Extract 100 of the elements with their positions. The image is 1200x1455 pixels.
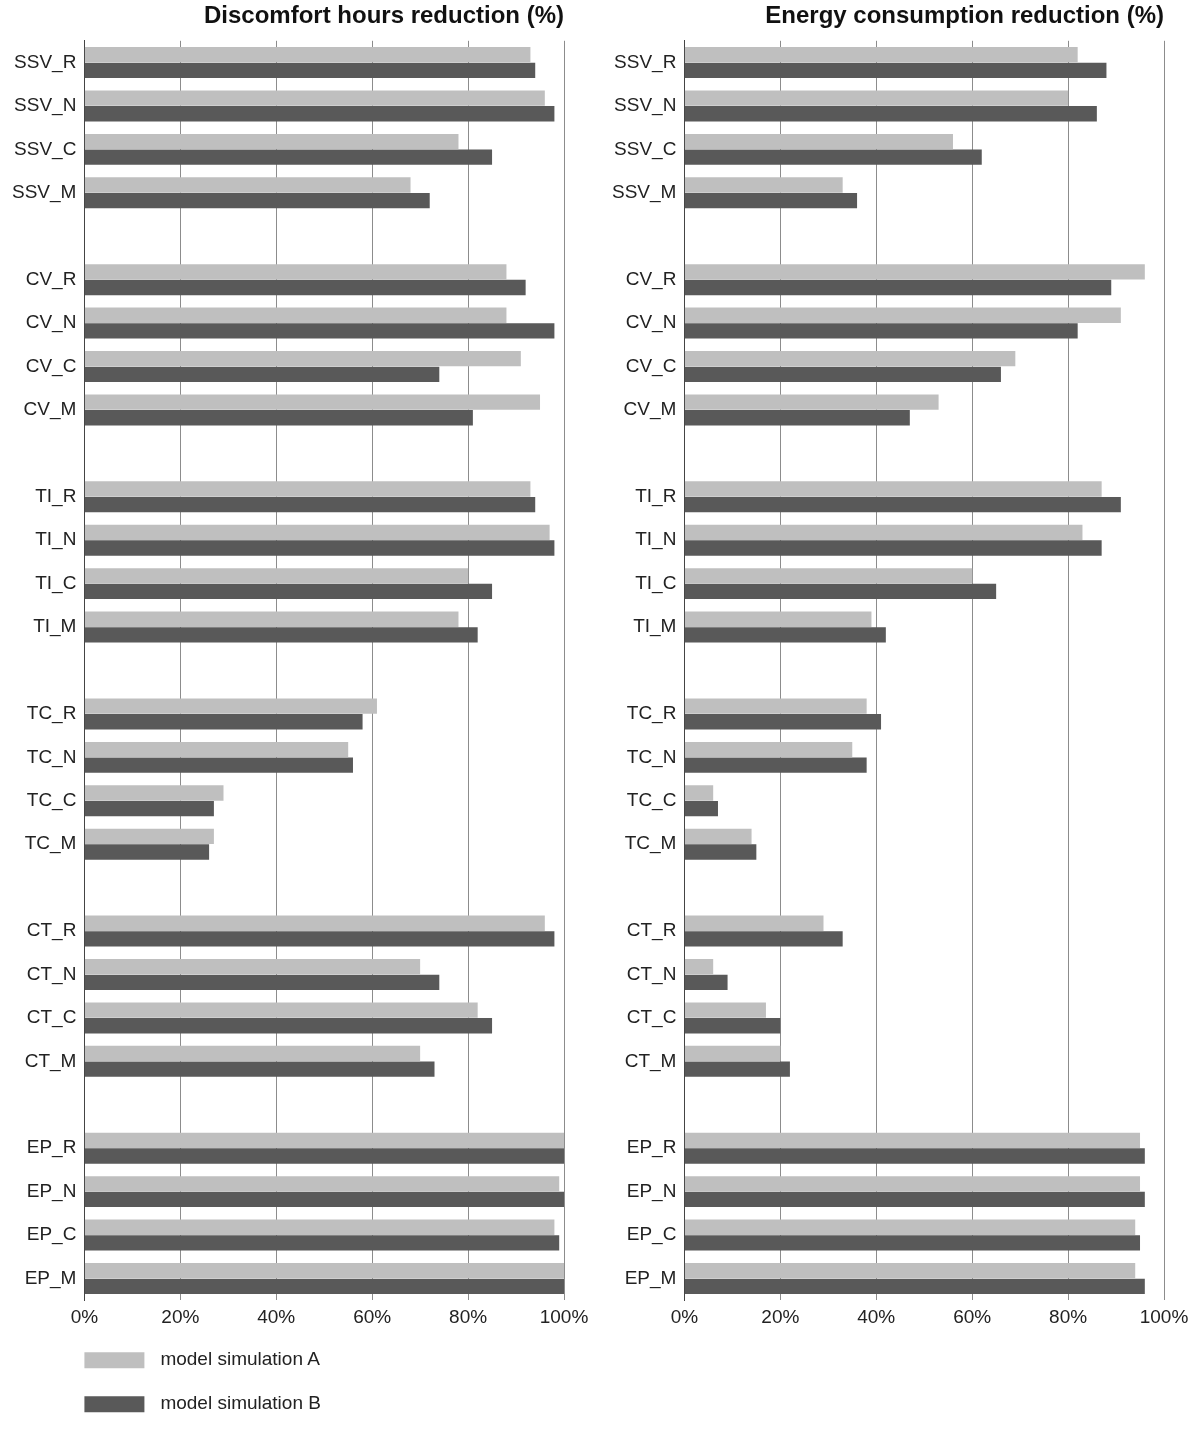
x-tick-label: 0% bbox=[70, 1305, 99, 1327]
bar bbox=[84, 1132, 564, 1149]
x-tick-label: 20% bbox=[761, 1305, 800, 1327]
y-tick-label: EP_R bbox=[26, 1136, 77, 1159]
y-tick-label: CV_M bbox=[623, 398, 677, 421]
x-tick-label: 40% bbox=[857, 1305, 896, 1327]
y-tick-label: TI_N bbox=[635, 528, 677, 551]
bar bbox=[684, 1176, 1141, 1192]
bar bbox=[84, 540, 555, 556]
bar bbox=[684, 1132, 1141, 1149]
bar bbox=[84, 1148, 564, 1164]
bar bbox=[684, 307, 1121, 323]
y-tick-label: TC_C bbox=[26, 789, 77, 812]
bar bbox=[84, 177, 411, 193]
bar bbox=[84, 524, 550, 541]
y-tick-label: EP_N bbox=[626, 1179, 677, 1202]
bar bbox=[684, 351, 1016, 367]
y-tick-label: CT_C bbox=[626, 1006, 677, 1029]
bar bbox=[84, 568, 469, 584]
bar bbox=[84, 1191, 564, 1208]
bar bbox=[684, 757, 867, 773]
x-tick-label: 80% bbox=[1049, 1305, 1088, 1327]
bar bbox=[684, 1148, 1145, 1164]
y-tick-label: SSV_N bbox=[614, 94, 677, 117]
bar bbox=[84, 844, 210, 860]
bar bbox=[684, 1045, 781, 1062]
bar bbox=[84, 192, 430, 209]
bar bbox=[84, 1018, 493, 1034]
y-tick-label: EP_N bbox=[26, 1179, 77, 1202]
bar bbox=[684, 133, 953, 150]
bar bbox=[84, 931, 555, 947]
y-tick-label: SSV_M bbox=[611, 181, 677, 204]
y-tick-label: CV_M bbox=[23, 398, 77, 421]
y-tick-label: CT_N bbox=[626, 962, 677, 985]
bar bbox=[84, 1045, 421, 1062]
bar bbox=[84, 1061, 435, 1077]
bar bbox=[84, 133, 459, 150]
bar bbox=[84, 698, 377, 714]
y-tick-label: CT_C bbox=[26, 1006, 77, 1029]
bar bbox=[684, 1235, 1141, 1251]
bar bbox=[684, 1018, 781, 1034]
bar bbox=[684, 192, 858, 209]
y-tick-label: EP_C bbox=[26, 1223, 77, 1246]
bar bbox=[684, 323, 1078, 339]
bar bbox=[684, 410, 910, 426]
bar bbox=[684, 583, 997, 600]
y-tick-label: CT_R bbox=[626, 919, 677, 942]
y-tick-label: SSV_N bbox=[14, 94, 77, 117]
bar bbox=[84, 366, 440, 382]
bar bbox=[684, 177, 843, 193]
bar bbox=[84, 1235, 560, 1251]
bar bbox=[684, 828, 752, 845]
y-tick-label: TC_N bbox=[626, 745, 677, 768]
y-tick-label: EP_M bbox=[24, 1266, 77, 1289]
y-tick-label: CT_M bbox=[24, 1049, 77, 1072]
bar bbox=[684, 1278, 1145, 1294]
bar bbox=[84, 959, 421, 975]
x-tick-label: 100% bbox=[539, 1305, 589, 1327]
bar bbox=[684, 1002, 766, 1018]
bar bbox=[684, 496, 1121, 513]
bar bbox=[84, 627, 478, 643]
bar bbox=[84, 264, 507, 280]
bar bbox=[684, 785, 714, 801]
bar bbox=[684, 800, 718, 817]
bar bbox=[684, 90, 1069, 106]
bar bbox=[84, 1278, 564, 1294]
bar bbox=[684, 915, 824, 931]
chart-title: Energy consumption reduction (%) bbox=[765, 1, 1164, 29]
bar bbox=[84, 323, 555, 339]
y-tick-label: TI_R bbox=[635, 485, 677, 508]
bar bbox=[684, 394, 939, 410]
legend-label: model simulation B bbox=[160, 1392, 321, 1414]
x-tick-label: 40% bbox=[257, 1305, 296, 1327]
bar bbox=[684, 1263, 1136, 1279]
y-tick-label: CV_R bbox=[25, 267, 77, 290]
bar bbox=[84, 757, 353, 773]
y-tick-label: TC_R bbox=[626, 702, 677, 725]
bar bbox=[84, 307, 507, 323]
bar bbox=[84, 1263, 564, 1279]
bar bbox=[684, 540, 1102, 556]
bar bbox=[84, 481, 531, 497]
bar bbox=[84, 496, 536, 513]
bar bbox=[684, 47, 1078, 63]
bar bbox=[84, 611, 459, 627]
y-tick-label: EP_M bbox=[624, 1266, 677, 1289]
bar bbox=[684, 974, 728, 990]
bar bbox=[84, 800, 214, 817]
y-tick-label: SSV_M bbox=[11, 181, 77, 204]
y-tick-label: TC_N bbox=[26, 745, 77, 768]
bar bbox=[684, 611, 872, 627]
y-tick-label: TI_M bbox=[633, 615, 677, 638]
bar bbox=[684, 149, 982, 165]
y-tick-label: SSV_R bbox=[14, 50, 77, 73]
bar bbox=[84, 1219, 555, 1235]
bar bbox=[84, 741, 349, 758]
x-tick-label: 60% bbox=[953, 1305, 992, 1327]
x-tick-label: 100% bbox=[1139, 1305, 1189, 1327]
bar bbox=[84, 1002, 478, 1018]
bar bbox=[684, 698, 867, 714]
bar bbox=[684, 1219, 1136, 1235]
